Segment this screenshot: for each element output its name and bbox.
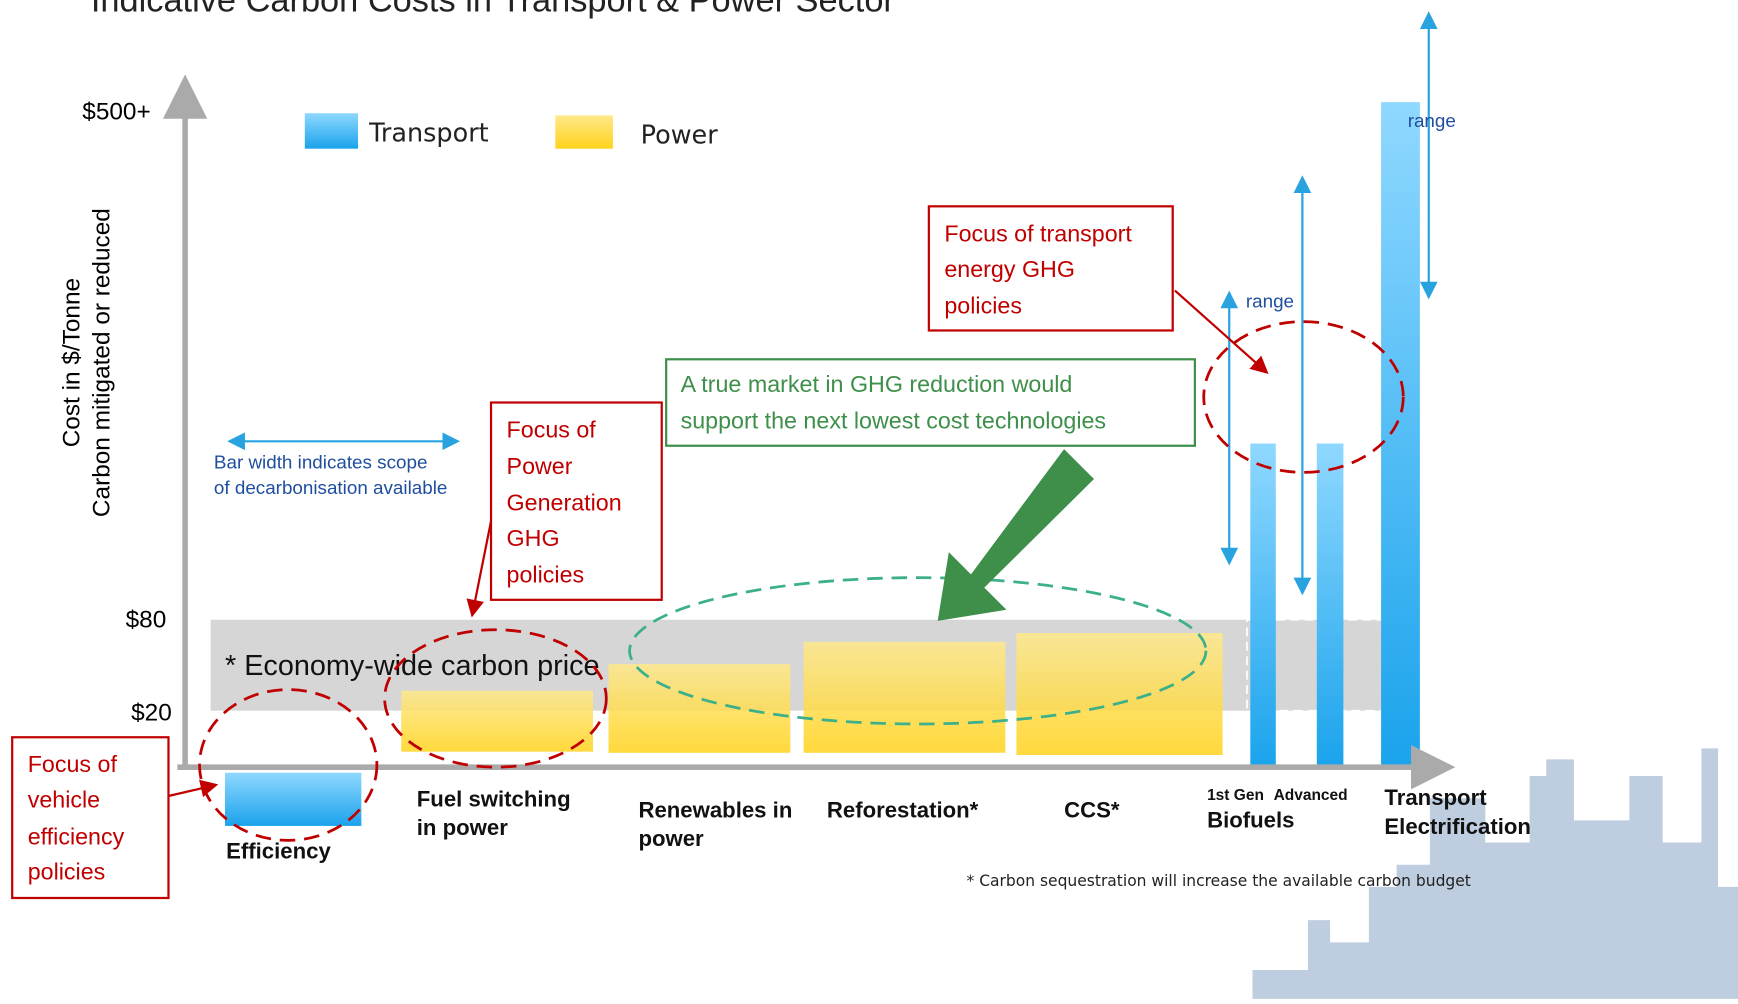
- y-tick-label: $500+: [82, 99, 150, 126]
- callout-line: energy GHG: [944, 256, 1075, 282]
- callout-line: vehicle: [28, 787, 100, 813]
- legend-swatch: [555, 115, 613, 149]
- legend-label: Transport: [368, 118, 489, 148]
- category-label: power: [638, 826, 704, 851]
- factory-silhouette: [1252, 748, 1738, 999]
- band-label: * Economy-wide carbon price: [225, 650, 600, 682]
- y-tick-label: $20: [131, 699, 172, 726]
- bar-fuel-switching: [401, 690, 594, 752]
- footnote: * Carbon sequestration will increase the…: [967, 872, 1471, 890]
- note: Bar width indicates scope: [214, 451, 428, 472]
- bar-first-gen: [1250, 443, 1276, 768]
- y-tick-label: $80: [126, 606, 167, 633]
- callout-box: [489, 401, 663, 601]
- bar-electrification: [1381, 102, 1420, 768]
- category-label: Fuel switching: [417, 786, 571, 811]
- callout-line: efficiency: [28, 823, 125, 849]
- callout-line: Focus of transport: [944, 220, 1132, 246]
- bar-efficiency: [225, 772, 362, 826]
- callout-line: GHG: [507, 525, 560, 551]
- callout-line: Generation: [507, 490, 622, 516]
- focus-ellipse: [198, 688, 379, 842]
- category-label: 1st Gen: [1207, 787, 1264, 804]
- callout-line: Power: [507, 453, 573, 479]
- focus-ellipse: [1202, 320, 1405, 474]
- category-labels: Efficiency Fuel switching in power Renew…: [226, 785, 1531, 863]
- legend-label: Power: [641, 120, 719, 150]
- callout-line: support the next lowest cost technologie…: [681, 408, 1107, 434]
- market-ellipse: [628, 576, 1208, 726]
- callout-box: [11, 736, 170, 900]
- category-label: Reforestation*: [827, 797, 979, 822]
- category-label: Electrification: [1384, 814, 1531, 839]
- bar-renewables: [608, 664, 791, 753]
- bar-advanced: [1316, 443, 1344, 768]
- callout-text: Focus of vehicle efficiency policies Foc…: [28, 220, 1133, 884]
- callout-line: Focus of: [507, 416, 597, 442]
- callout-line: policies: [28, 859, 106, 885]
- note: of decarbonisation available: [214, 477, 447, 498]
- callout-arrow: [168, 779, 219, 798]
- category-label: Transport: [1384, 785, 1487, 810]
- callout-arrow: [1174, 289, 1269, 375]
- market-arrow: [937, 449, 1095, 621]
- range-label: range: [1246, 291, 1294, 312]
- category-label: Renewables in: [638, 797, 792, 822]
- category-label: CCS*: [1064, 797, 1120, 822]
- range-label: range: [1408, 110, 1456, 131]
- category-label: Advanced: [1274, 787, 1348, 804]
- category-label: Biofuels: [1207, 807, 1294, 832]
- callout-line: A true market in GHG reduction would: [681, 371, 1073, 397]
- y-axis-title: Cost in $/Tonne: [59, 278, 86, 447]
- category-label: in power: [417, 815, 508, 840]
- legend-swatch: [304, 113, 359, 149]
- category-label: Efficiency: [226, 838, 331, 863]
- title: Indicative Carbon Costs in Transport & P…: [91, 0, 895, 19]
- y-axis-title: Carbon mitigated or reduced: [89, 208, 116, 517]
- callout-line: policies: [944, 292, 1022, 318]
- callout-box: [927, 205, 1174, 332]
- focus-ellipse: [383, 628, 608, 769]
- bar-reforestation: [803, 641, 1006, 753]
- callout-line: policies: [507, 562, 585, 588]
- callout-box: [665, 358, 1196, 447]
- callout-arrow: [466, 520, 493, 618]
- callout-line: Focus of: [28, 751, 118, 777]
- bar-ccs: [1016, 633, 1223, 755]
